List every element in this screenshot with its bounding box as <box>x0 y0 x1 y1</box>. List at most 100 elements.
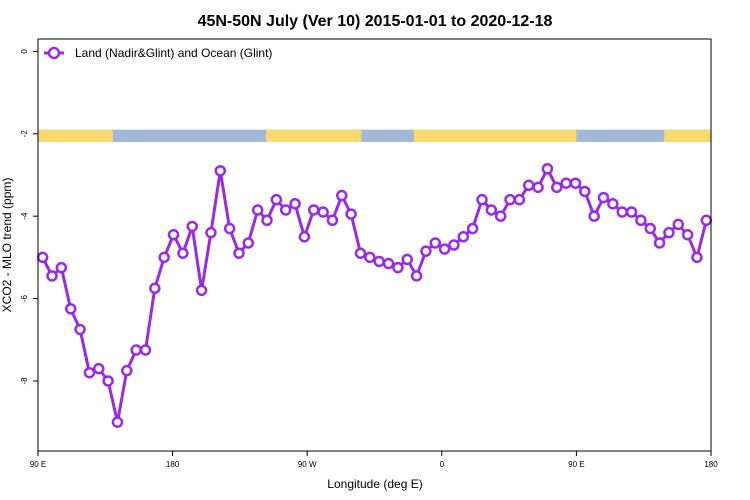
y-tick-label: 0 <box>20 49 29 54</box>
data-point <box>289 198 301 210</box>
chart-title: 45N-50N July (Ver 10) 2015-01-01 to 2020… <box>198 13 553 30</box>
x-tick-label: 90 W <box>298 460 317 469</box>
data-point <box>177 247 189 259</box>
x-axis: 90 E 180 90 W 0 90 E 180 <box>30 451 718 469</box>
y-tick-label: -2 <box>20 130 29 138</box>
data-point <box>233 247 245 259</box>
data-point <box>438 243 451 255</box>
data-point <box>429 237 442 249</box>
ocean-band <box>38 129 711 142</box>
data-point <box>205 226 217 239</box>
x-tick-label: 0 <box>440 460 445 469</box>
data-point <box>111 416 124 428</box>
y-tick-label: -4 <box>20 212 29 220</box>
data-point <box>298 231 311 243</box>
land-ocean-strip <box>38 129 711 142</box>
series-layer <box>36 163 713 428</box>
data-point <box>139 344 152 356</box>
y-tick-label: -8 <box>20 377 29 385</box>
x-tick-label: 180 <box>166 460 180 469</box>
data-point <box>326 214 339 227</box>
data-point <box>457 231 470 243</box>
y-axis: 0 -2 -4 -6 -8 <box>20 49 38 385</box>
data-point <box>448 239 460 251</box>
data-point <box>317 206 329 218</box>
data-point <box>569 177 582 189</box>
data-point <box>251 204 264 216</box>
data-point <box>242 237 255 249</box>
x-tick-label: 90 E <box>568 460 584 469</box>
data-point <box>522 179 535 192</box>
data-point <box>607 198 619 210</box>
land-segment <box>266 129 362 142</box>
data-point <box>579 185 591 198</box>
land-segment <box>413 129 577 142</box>
data-point <box>102 375 114 387</box>
data-point <box>653 237 666 249</box>
data-point <box>195 284 208 297</box>
data-point <box>691 251 703 264</box>
data-point <box>700 214 713 227</box>
legend-marker <box>47 46 61 60</box>
land-segment <box>38 129 113 142</box>
y-axis-label: XCO2 - MLO trend (ppm) <box>0 178 14 313</box>
data-point <box>476 193 488 206</box>
data-point <box>681 228 694 241</box>
data-point <box>223 222 236 235</box>
data-point <box>83 366 96 379</box>
data-point <box>74 323 86 336</box>
x-tick-label: 180 <box>704 460 718 469</box>
data-point <box>494 210 507 222</box>
legend: Land (Nadir&Glint) and Ocean (Glint) <box>44 46 272 60</box>
data-point <box>345 208 357 220</box>
data-point <box>261 214 273 227</box>
data-point <box>130 344 142 356</box>
data-point <box>373 255 385 268</box>
data-point <box>149 282 161 295</box>
data-point <box>36 251 49 264</box>
data-point <box>532 181 544 194</box>
data-point <box>364 251 376 264</box>
data-point <box>597 191 610 204</box>
data-point <box>672 218 685 231</box>
data-point <box>336 189 348 202</box>
data-point <box>401 253 413 266</box>
data-point <box>560 177 572 189</box>
data-point <box>504 193 516 206</box>
data-point <box>279 204 292 216</box>
data-point <box>551 181 563 194</box>
data-point <box>485 204 498 216</box>
data-point <box>121 364 133 377</box>
legend-label: Land (Nadir&Glint) and Ocean (Glint) <box>75 46 272 60</box>
data-point <box>158 251 170 264</box>
data-point <box>625 206 638 218</box>
plot-frame <box>37 38 712 452</box>
data-point <box>644 222 656 235</box>
data-point <box>46 270 58 282</box>
data-point <box>186 220 198 233</box>
data-point <box>541 163 554 175</box>
x-axis-label: Longitude (deg E) <box>327 477 422 491</box>
data-point <box>354 247 367 259</box>
data-point <box>64 303 77 315</box>
data-point <box>420 245 432 257</box>
data-point <box>663 226 675 239</box>
data-point <box>513 193 526 206</box>
y-tick-label: -6 <box>20 294 29 302</box>
x-tick-label: 90 E <box>30 460 46 469</box>
land-segment <box>664 129 711 142</box>
data-point <box>55 261 68 274</box>
data-point <box>167 228 180 241</box>
data-point <box>616 206 628 218</box>
data-point <box>93 362 105 375</box>
data-point <box>307 204 320 216</box>
data-point <box>214 165 227 177</box>
data-point <box>466 222 479 235</box>
data-point <box>410 270 423 282</box>
data-point <box>635 214 647 227</box>
data-point <box>588 210 600 222</box>
series-line <box>41 167 708 424</box>
data-point <box>392 261 404 274</box>
data-point <box>270 193 283 206</box>
